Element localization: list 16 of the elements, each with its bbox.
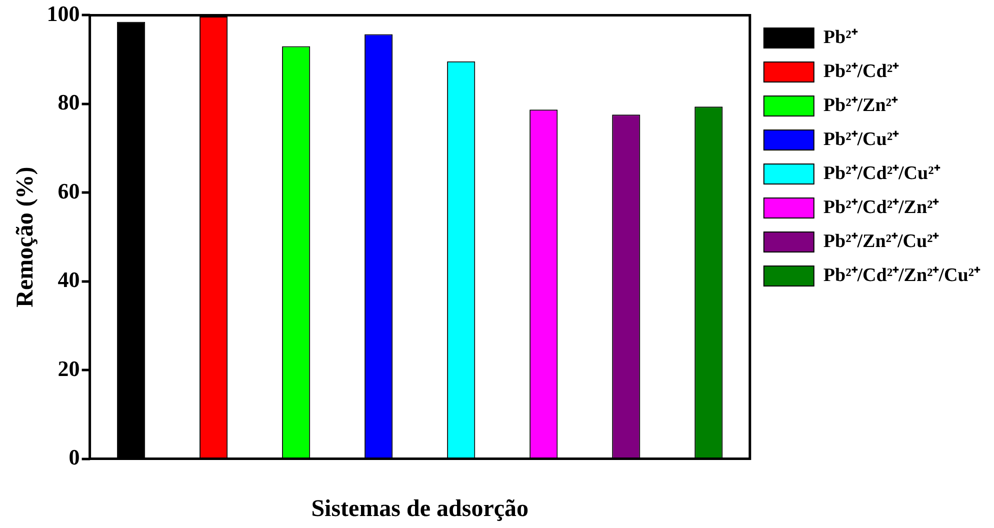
y-tick-label: 60 [58, 178, 80, 204]
y-tick-label: 80 [58, 90, 80, 115]
legend-label: Pb²⁺/Cd²⁺/Zn²⁺/Cu²⁺ [823, 264, 981, 286]
legend-label: Pb²⁺/Cd²⁺ [823, 60, 900, 82]
legend-label: Pb²⁺/Cu²⁺ [823, 128, 900, 150]
y-tick-label: 100 [46, 0, 80, 26]
y-axis-title: Remoção (%) [12, 166, 39, 308]
legend-label: Pb²⁺/Cd²⁺/Cu²⁺ [823, 162, 941, 184]
legend-label: Pb²⁺/Cd²⁺/Zn²⁺ [823, 196, 940, 218]
y-tick-label: 40 [58, 267, 80, 292]
y-tick-label: 20 [58, 356, 80, 381]
x-axis-title: Sistemas de adsorção [311, 496, 529, 522]
legend-label: Pb²⁺ [823, 26, 858, 48]
legend-label: Pb²⁺/Zn²⁺ [823, 94, 898, 116]
y-tick-label: 0 [68, 444, 80, 470]
legend-label: Pb²⁺/Zn²⁺/Cu²⁺ [823, 230, 940, 252]
